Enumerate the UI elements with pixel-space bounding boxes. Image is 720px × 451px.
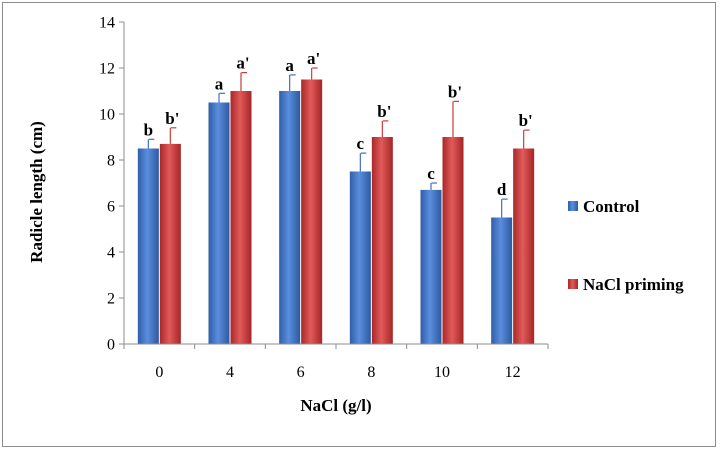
significance-label: b' — [165, 109, 179, 128]
y-tick-label: 2 — [107, 291, 115, 308]
significance-label: a' — [307, 49, 320, 68]
bar-control — [279, 91, 301, 344]
y-tick-label: 6 — [107, 199, 115, 216]
y-tick-label: 10 — [99, 107, 115, 124]
significance-label: a — [285, 56, 294, 75]
bar-control — [349, 171, 371, 344]
legend-swatch-nacl-priming — [568, 279, 578, 289]
bar-nacl-priming — [301, 79, 323, 344]
significance-label: c — [357, 134, 365, 153]
bar-control — [420, 189, 442, 344]
bar-control — [491, 217, 513, 344]
bar-control — [137, 148, 159, 344]
significance-label: c — [427, 164, 435, 183]
bar-nacl-priming — [442, 137, 464, 344]
legend-label-nacl-priming: NaCl priming — [583, 275, 684, 294]
legend-label-control: Control — [583, 197, 640, 216]
legend-item-nacl-priming: NaCl priming — [568, 275, 684, 294]
legend: Control NaCl priming — [568, 197, 684, 294]
bar-nacl-priming — [513, 148, 535, 344]
legend-item-control: Control — [568, 197, 640, 216]
bar-control — [208, 102, 230, 344]
significance-label: b' — [448, 82, 462, 101]
x-axis-title: NaCl (g/l) — [300, 396, 371, 415]
significance-label: a — [215, 74, 224, 93]
x-tick-label: 12 — [505, 364, 521, 381]
x-tick-label: 10 — [434, 364, 450, 381]
x-tick-label: 8 — [367, 364, 375, 381]
y-tick-label: 12 — [99, 61, 115, 78]
y-tick-label: 0 — [107, 337, 115, 354]
bar-nacl-priming — [371, 137, 393, 344]
y-axis-ticks: 0 2 4 6 8 10 12 14 — [99, 15, 124, 354]
bars: b b' a a' a a' c b' c b' d b' — [137, 49, 535, 344]
bar-nacl-priming — [159, 143, 181, 344]
legend-swatch-control — [568, 201, 578, 211]
y-tick-label: 8 — [107, 153, 115, 170]
y-tick-label: 14 — [99, 15, 115, 32]
significance-label: a' — [236, 54, 249, 73]
significance-label: b — [144, 120, 153, 139]
x-tick-label: 0 — [155, 364, 163, 381]
significance-label: b' — [377, 102, 391, 121]
x-axis-ticks: 0 4 6 8 10 12 — [123, 344, 549, 381]
bar-nacl-priming — [230, 91, 252, 344]
significance-label: d — [497, 180, 507, 199]
y-tick-label: 4 — [107, 245, 115, 262]
x-tick-label: 4 — [226, 364, 234, 381]
x-tick-label: 6 — [297, 364, 305, 381]
y-axis-title: Radicle length (cm) — [27, 121, 46, 263]
significance-label: b' — [519, 111, 533, 130]
axes — [123, 22, 548, 345]
